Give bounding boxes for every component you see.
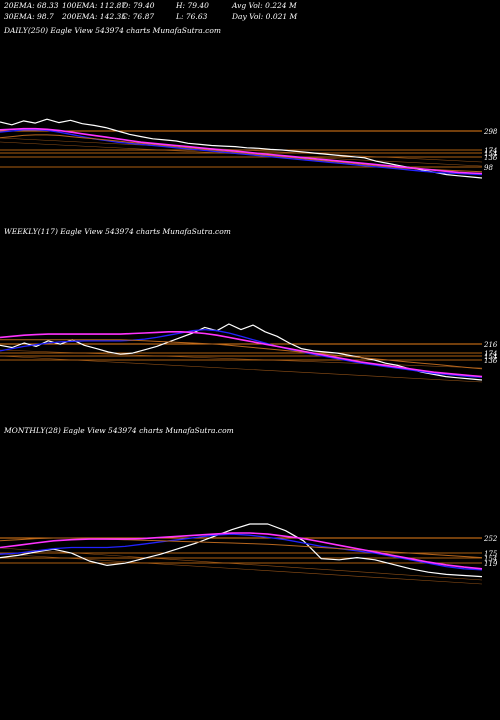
ema100-label: 100EMA: 112.87 (62, 1, 127, 10)
ema-fast-line (0, 129, 483, 176)
ema200-label: 200EMA: 142.35 (62, 12, 127, 21)
y-tick-label: 252 (483, 535, 498, 543)
ma-band-line (0, 553, 483, 585)
price-line (0, 523, 483, 578)
ema-slow-line (0, 127, 483, 175)
ema-brown-line (0, 537, 483, 559)
ma-band-line (0, 355, 483, 383)
low-label: L: 76.63 (176, 12, 208, 21)
y-tick-label: 154 (484, 555, 497, 563)
high-label: H: 79.40 (176, 1, 209, 10)
y-tick-label: 136 (484, 357, 498, 365)
open-label: O: 79.40 (122, 1, 155, 10)
y-tick-label: 119 (484, 560, 498, 568)
ema-slow-line (0, 330, 483, 378)
ema20-label: 20EMA: 68.33 (4, 1, 59, 10)
y-tick-label: 154 (484, 150, 497, 158)
y-tick-label: 216 (483, 341, 498, 349)
close-label: C: 76.87 (122, 12, 155, 21)
day-vol-label: Day Vol: 0.021 M (232, 12, 298, 21)
ema-slow-line (0, 532, 483, 570)
ema-fast-line (0, 533, 483, 571)
y-tick-label: 174 (484, 147, 497, 155)
ema-brown-line (0, 134, 483, 173)
ma-band-line (0, 547, 483, 581)
daily-panel-title: DAILY(250) Eagle View 543974 charts Muna… (4, 26, 221, 35)
y-tick-label: 175 (484, 550, 498, 558)
y-tick-label: 174 (484, 350, 497, 358)
y-tick-label: 98 (484, 164, 493, 172)
ema-fast-line (0, 328, 483, 378)
ema-brown-line (0, 339, 483, 370)
y-tick-label: 298 (483, 128, 498, 136)
ema30-label: 30EMA: 98.7 (4, 12, 54, 21)
monthly-panel-title: MONTHLY(28) Eagle View 543974 charts Mun… (4, 426, 234, 435)
weekly-panel-title: WEEKLY(117) Eagle View 543974 charts Mun… (4, 227, 231, 236)
y-tick-label: 136 (484, 154, 498, 162)
avg-vol-label: Avg Vol: 0.224 M (232, 1, 297, 10)
ma-band-line (0, 349, 483, 369)
ma-band-line (0, 137, 483, 163)
price-line (0, 323, 483, 381)
y-tick-label: 154 (484, 353, 497, 361)
price-line (0, 118, 483, 179)
